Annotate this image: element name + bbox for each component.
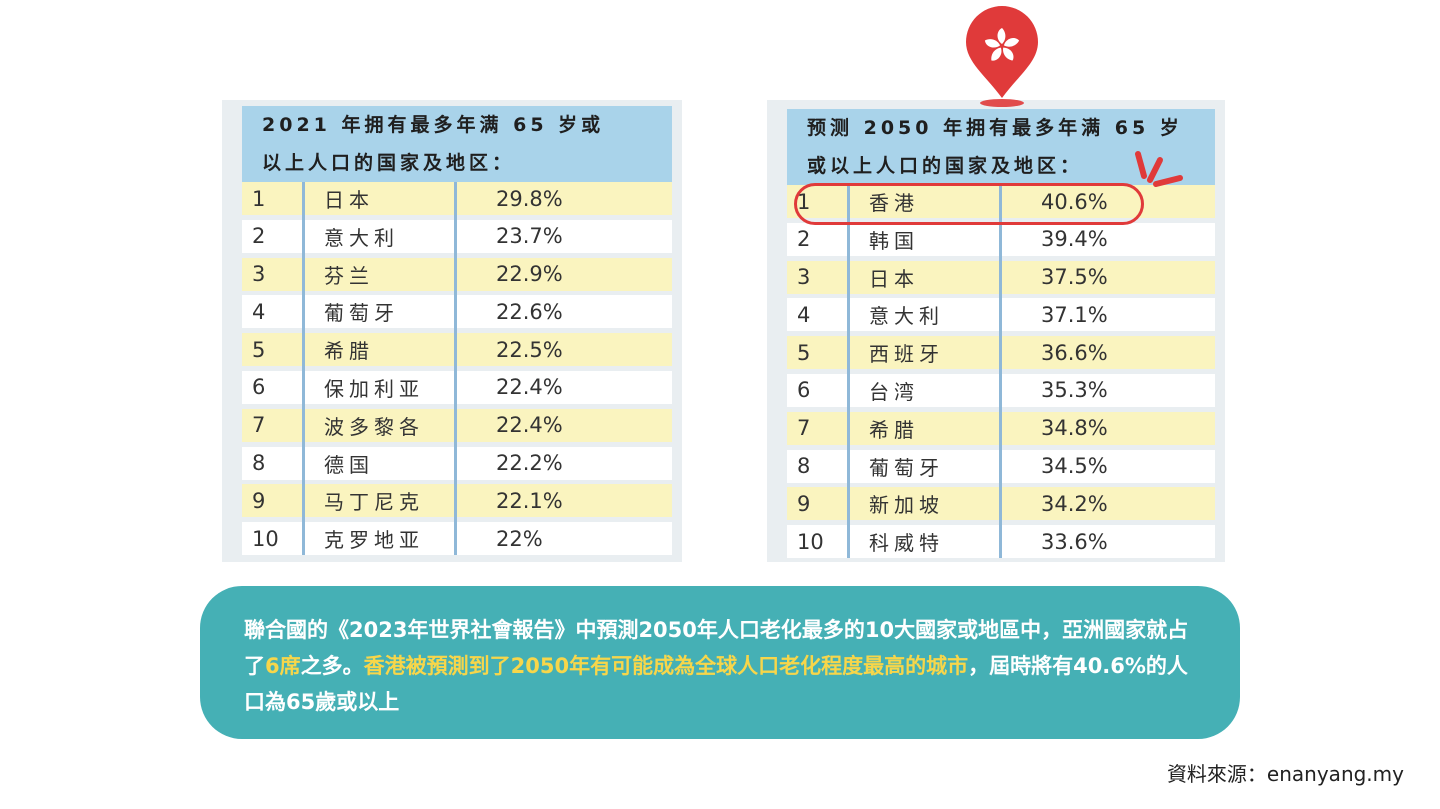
table-2021-pct-cell: 22.2% <box>496 451 563 476</box>
table-2021-row: 3 芬兰 22.9% <box>242 257 672 291</box>
table-2050-pct-cell: 37.5% <box>1041 265 1108 290</box>
table-2050-pct-cell: 37.1% <box>1041 302 1108 327</box>
table-2021-row: 2 意大利 23.7% <box>242 219 672 253</box>
table-2021-row: 5 希腊 22.5% <box>242 333 672 367</box>
table-2021-pct-cell: 22.5% <box>496 337 563 362</box>
hong-kong-flag-map-pin-icon <box>966 6 1038 107</box>
table-2021-row: 4 葡萄牙 22.6% <box>242 295 672 329</box>
table-2021-rank-cell: 2 <box>252 224 266 249</box>
table-2050-name-cell: 日本 <box>869 266 919 291</box>
hong-kong-highlight-ring <box>794 183 1144 225</box>
table-2021-title-line1: 2021 年拥有最多年满 65 岁或 <box>262 114 605 136</box>
table-2021-pct-cell: 22.1% <box>496 488 563 513</box>
table-2050-rank-cell: 6 <box>797 378 811 403</box>
table-2050-rank-cell: 8 <box>797 454 811 479</box>
table-2050-pct-cell: 39.4% <box>1041 227 1108 252</box>
table-2050-rank-cell: 10 <box>797 529 824 554</box>
source-credit: 資料來源：enanyang.my <box>1166 762 1404 786</box>
caption-highlight-hong-kong: 香港被預測到了2050年有可能成為全球人口老化程度最高的城市 <box>363 654 969 678</box>
table-2021-name-cell: 日本 <box>324 188 374 212</box>
table-2050-pct-cell: 40.6% <box>1041 189 1108 214</box>
table-2021-rank-cell: 9 <box>252 488 266 513</box>
table-2050-pct-cell: 35.3% <box>1041 378 1108 403</box>
table-2021-pct-cell: 22.4% <box>496 375 563 400</box>
table-2021-name-cell: 克罗地亚 <box>324 528 424 553</box>
table-2021-pct-cell: 22.9% <box>496 262 563 287</box>
table-2021-pct-cell: 22% <box>496 526 543 551</box>
table-2021-name-cell: 葡萄牙 <box>324 301 399 326</box>
table-2021-column-divider <box>454 182 457 556</box>
table-2021-rank-cell: 3 <box>252 262 266 287</box>
table-2021-rank-cell: 6 <box>252 375 266 400</box>
table-2021: 2021 年拥有最多年满 65 岁或 以上人口的国家及地区： 1 日本 29.8% 2… <box>222 100 682 562</box>
table-2021-column-divider <box>302 182 305 556</box>
table-2021-pct-cell: 22.4% <box>496 413 563 438</box>
caption-box: 聯合國的《2023年世界社會報告》中預測2050年人口老化最多的10大國家或地區… <box>200 586 1240 739</box>
table-2021-name-cell: 德国 <box>324 452 374 477</box>
table-2050-rank-cell: 9 <box>797 491 811 516</box>
table-2050-pct-cell: 34.5% <box>1041 454 1108 479</box>
table-2050-name-cell: 香港 <box>869 191 919 215</box>
table-2021-pct-cell: 22.6% <box>496 299 563 324</box>
table-2021-rank-cell: 4 <box>252 299 266 324</box>
table-2021-title-line2: 以上人口的国家及地区： <box>262 152 516 174</box>
table-2050-name-cell: 新加坡 <box>869 493 944 518</box>
table-2050-rank-cell: 7 <box>797 416 811 441</box>
table-2021-name-cell: 希腊 <box>324 339 374 364</box>
table-2021-name-cell: 马丁尼克 <box>324 490 424 515</box>
table-2021-row: 10 克罗地亚 22% <box>242 522 672 556</box>
table-2050-title-line2: 或以上人口的国家及地区： <box>807 155 1084 177</box>
table-2050-name-cell: 西班牙 <box>869 342 944 367</box>
table-2050-name-cell: 希腊 <box>869 417 919 442</box>
table-2021-header: 2021 年拥有最多年满 65 岁或 以上人口的国家及地区： <box>242 106 672 182</box>
table-2050-rank-cell: 2 <box>797 227 811 252</box>
table-2021-row: 9 马丁尼克 22.1% <box>242 484 672 518</box>
table-2050-rows: 1 香港 40.6% 2 韩国 39.4% 3 日本 37.5% 4 意大利 37.1% 5 西班牙 36.… <box>787 185 1215 559</box>
table-2050-pct-cell: 33.6% <box>1041 529 1108 554</box>
table-2021-rank-cell: 8 <box>252 451 266 476</box>
caption-text-3: ，屆時將有40.6%的人口為65歲或以上 <box>244 654 1188 714</box>
table-2021-row: 7 波多黎各 22.4% <box>242 408 672 442</box>
table-2050-title-line1: 预测 2050 年拥有最多年满 65 岁 <box>807 117 1183 139</box>
table-2021-rank-cell: 5 <box>252 337 266 362</box>
table-2021-row: 6 保加利亚 22.4% <box>242 370 672 404</box>
table-2050-pct-cell: 34.8% <box>1041 416 1108 441</box>
table-2050-name-cell: 科威特 <box>869 531 944 556</box>
caption-text-1: 聯合國的《2023年世界社會報告》中預測2050年人口老化最多的10大國家或地區… <box>244 618 1189 678</box>
table-2021-rank-cell: 10 <box>252 526 279 551</box>
table-2050-pct-cell: 34.2% <box>1041 491 1108 516</box>
caption-text-2: 之多。 <box>300 654 364 678</box>
attention-spark-icon <box>1135 151 1183 187</box>
table-2021-name-cell: 保加利亚 <box>324 376 424 401</box>
table-2021-rank-cell: 7 <box>252 413 266 438</box>
table-2021-name-cell: 波多黎各 <box>324 414 424 439</box>
table-2050-column-divider <box>999 185 1002 559</box>
table-2021-name-cell: 意大利 <box>324 225 399 250</box>
table-2021-rank-cell: 1 <box>252 186 266 211</box>
table-2050-rank-cell: 3 <box>797 265 811 290</box>
table-2021-name-cell: 芬兰 <box>324 263 374 288</box>
table-2021-pct-cell: 23.7% <box>496 224 563 249</box>
table-2050-name-cell: 葡萄牙 <box>869 455 944 480</box>
table-2021-pct-cell: 29.8% <box>496 186 563 211</box>
table-2050-rank-cell: 4 <box>797 302 811 327</box>
table-2021-rows: 1 日本 29.8% 2 意大利 23.7% 3 芬兰 22.9% 4 葡萄牙 22.6% 5 希腊 22.… <box>242 182 672 556</box>
table-2050-pct-cell: 36.6% <box>1041 340 1108 365</box>
caption-highlight-seats: 6席 <box>265 654 301 678</box>
table-2021-row: 8 德国 22.2% <box>242 446 672 480</box>
table-2021-row: 1 日本 29.8% <box>242 182 672 215</box>
table-2050-rank-cell: 5 <box>797 340 811 365</box>
table-2050-column-divider <box>847 185 850 559</box>
table-2050-name-cell: 意大利 <box>869 304 944 329</box>
table-2050-name-cell: 韩国 <box>869 228 919 253</box>
table-2050-name-cell: 台湾 <box>869 379 919 404</box>
